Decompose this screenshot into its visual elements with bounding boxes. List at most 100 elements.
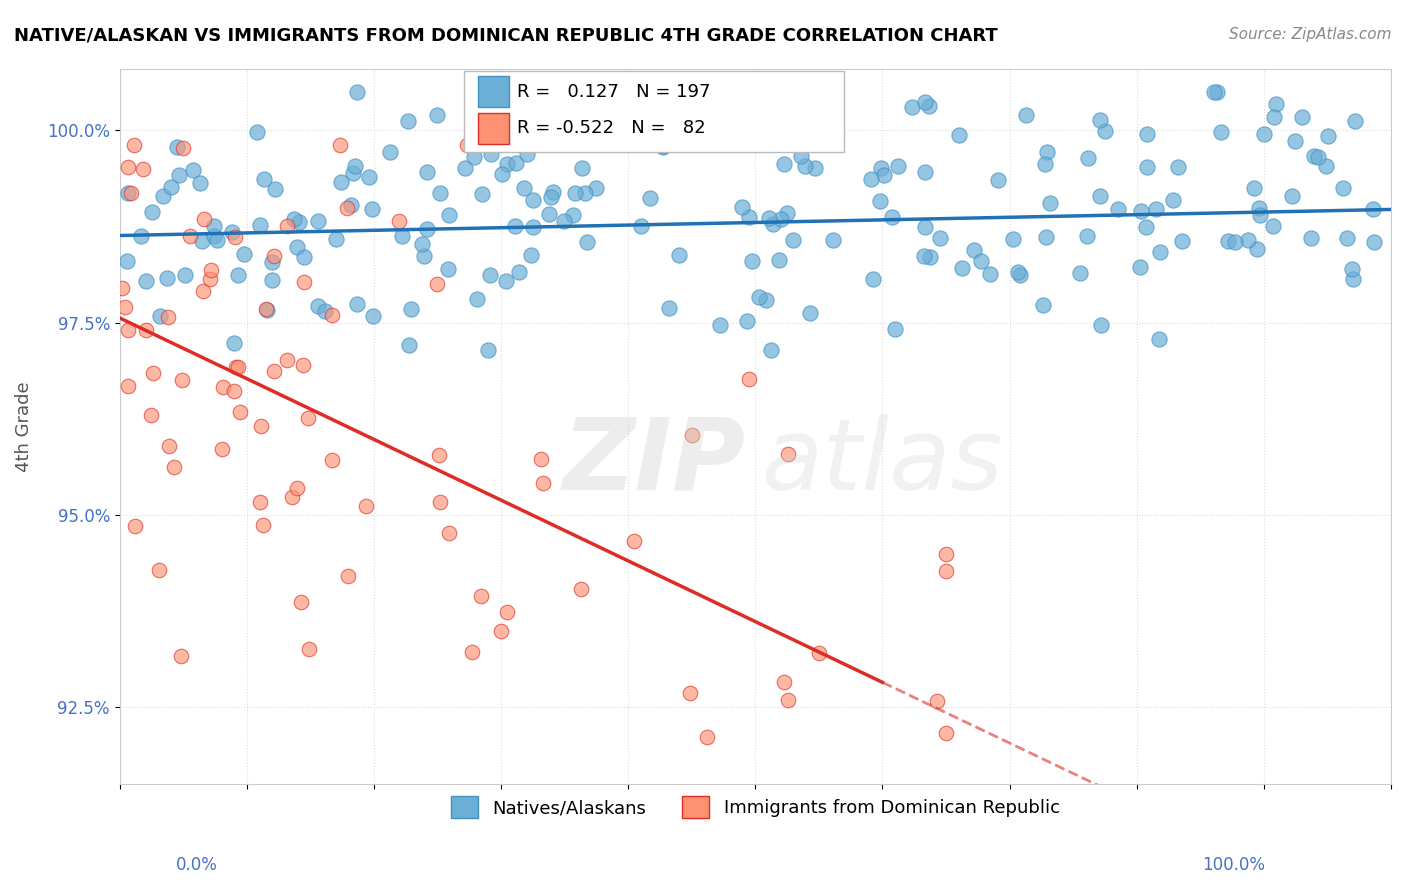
Point bbox=[1076, 229, 1098, 244]
Point bbox=[439, 525, 461, 540]
Point bbox=[869, 194, 891, 209]
Point bbox=[495, 606, 517, 620]
Point bbox=[914, 95, 936, 110]
Point bbox=[280, 490, 302, 504]
Point bbox=[174, 268, 197, 282]
Point bbox=[307, 213, 329, 227]
Point bbox=[979, 267, 1001, 281]
Point bbox=[429, 494, 451, 508]
Point bbox=[163, 459, 186, 474]
Point bbox=[337, 569, 360, 583]
Point bbox=[755, 293, 778, 308]
Point bbox=[346, 85, 368, 99]
Point bbox=[776, 447, 799, 461]
Point bbox=[122, 138, 145, 153]
Point bbox=[491, 167, 513, 181]
Point bbox=[987, 173, 1010, 187]
Point bbox=[508, 265, 530, 279]
Point bbox=[263, 182, 285, 196]
Text: R =   0.127   N = 197: R = 0.127 N = 197 bbox=[517, 83, 711, 101]
Point bbox=[585, 181, 607, 195]
Point bbox=[1090, 113, 1112, 128]
Point bbox=[492, 812, 515, 826]
Point bbox=[342, 166, 364, 180]
Point bbox=[963, 243, 986, 257]
Point bbox=[314, 303, 336, 318]
Point bbox=[562, 209, 585, 223]
Point bbox=[769, 211, 792, 226]
Text: ZIP: ZIP bbox=[562, 414, 745, 511]
Point bbox=[411, 236, 433, 251]
Point bbox=[1135, 219, 1157, 234]
Point bbox=[191, 235, 214, 249]
Point bbox=[823, 233, 845, 247]
Point bbox=[652, 140, 675, 154]
Point bbox=[935, 547, 957, 561]
Point bbox=[550, 816, 572, 830]
Point bbox=[276, 219, 298, 234]
Point bbox=[776, 693, 799, 707]
Point bbox=[117, 378, 139, 392]
Point bbox=[1149, 244, 1171, 259]
Point bbox=[679, 686, 702, 700]
Point bbox=[970, 253, 993, 268]
Point bbox=[859, 172, 882, 186]
Point bbox=[496, 157, 519, 171]
Point bbox=[630, 219, 652, 233]
Point bbox=[335, 201, 357, 215]
Point bbox=[1206, 85, 1229, 99]
Point bbox=[224, 335, 246, 350]
Point bbox=[160, 180, 183, 194]
Point bbox=[1236, 233, 1258, 247]
Point bbox=[252, 517, 274, 532]
Point bbox=[759, 343, 782, 357]
Point bbox=[427, 448, 450, 462]
Point bbox=[276, 352, 298, 367]
Point bbox=[928, 230, 950, 244]
Point bbox=[731, 200, 754, 214]
Point bbox=[529, 136, 551, 151]
Point bbox=[117, 186, 139, 201]
Point bbox=[396, 114, 419, 128]
Text: Source: ZipAtlas.com: Source: ZipAtlas.com bbox=[1229, 27, 1392, 42]
Point bbox=[142, 366, 165, 380]
Point bbox=[298, 641, 321, 656]
Point bbox=[912, 250, 935, 264]
Point bbox=[263, 249, 285, 263]
Point bbox=[883, 322, 905, 336]
Point bbox=[399, 301, 422, 316]
Point bbox=[460, 645, 482, 659]
Point bbox=[202, 229, 225, 244]
Point bbox=[1090, 318, 1112, 332]
Point bbox=[914, 219, 936, 234]
Point bbox=[357, 170, 380, 185]
Point bbox=[914, 165, 936, 179]
Point bbox=[148, 309, 170, 323]
Point bbox=[212, 380, 235, 394]
Point bbox=[1336, 231, 1358, 245]
Point bbox=[470, 589, 492, 603]
Point bbox=[1007, 265, 1029, 279]
Point bbox=[343, 159, 366, 173]
Point bbox=[1263, 219, 1285, 234]
Point bbox=[297, 411, 319, 425]
Point bbox=[356, 500, 378, 514]
Point bbox=[489, 624, 512, 638]
Point bbox=[738, 210, 761, 224]
Point bbox=[1331, 181, 1354, 195]
Point bbox=[250, 419, 273, 434]
Point bbox=[661, 816, 683, 830]
Point bbox=[225, 359, 247, 374]
Point bbox=[224, 229, 246, 244]
Point bbox=[505, 156, 527, 170]
Point bbox=[169, 648, 191, 663]
Point bbox=[1039, 195, 1062, 210]
Point bbox=[139, 408, 162, 422]
Point bbox=[1128, 260, 1150, 274]
Point bbox=[1170, 234, 1192, 248]
Point bbox=[416, 165, 439, 179]
Point bbox=[880, 210, 903, 224]
Point bbox=[1281, 188, 1303, 202]
Point bbox=[200, 262, 222, 277]
Point bbox=[391, 229, 413, 244]
